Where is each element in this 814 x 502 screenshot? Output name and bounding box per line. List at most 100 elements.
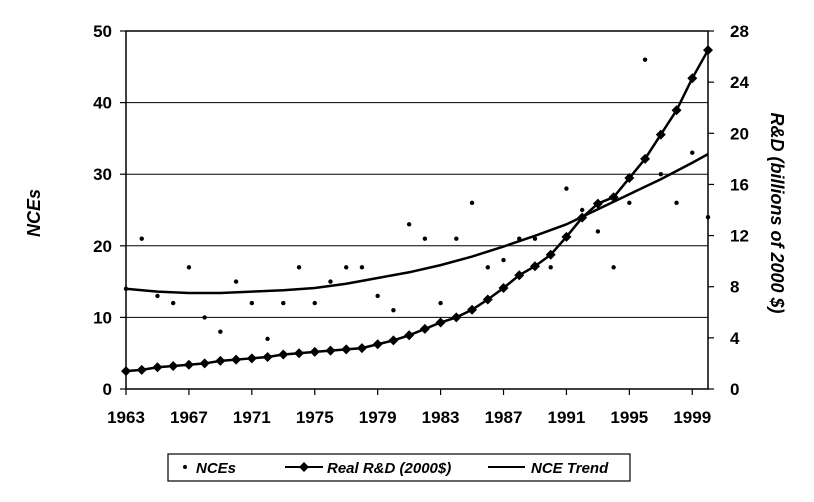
legend-label-trend: NCE Trend <box>531 460 609 477</box>
nce-point <box>312 300 317 306</box>
rd-point <box>262 352 273 363</box>
y-tick-label: 30 <box>93 165 112 184</box>
x-tick-label: 1963 <box>107 408 145 427</box>
rd-point <box>404 330 415 341</box>
y2-axis-title: R&D (billions of 2000 $) <box>767 112 787 313</box>
y2-tick-label: 8 <box>730 278 739 297</box>
nce-point <box>344 265 349 270</box>
rd-point <box>482 294 493 305</box>
legend-label-rd: Real R&D (2000$) <box>327 460 451 477</box>
nce-point <box>611 265 616 270</box>
nce-point <box>579 207 585 213</box>
rd-point <box>183 359 194 370</box>
nce-point <box>170 300 176 306</box>
rd-point <box>451 312 462 323</box>
plot-frame <box>125 30 709 390</box>
legend: NCEs Real R&D (2000$) NCE Trend <box>167 453 631 482</box>
nce-point <box>642 57 648 62</box>
x-tick-label: 1967 <box>170 408 208 427</box>
tick-labels: 0 10 20 30 40 50 0 4 8 12 16 20 24 28 1963 1967 1971 1975… <box>93 22 749 427</box>
y-axis-title: NCEs <box>24 189 44 237</box>
y-tick-label: 10 <box>93 308 112 327</box>
nce-point <box>265 336 270 342</box>
rd-point <box>624 173 635 184</box>
rd-point <box>655 129 666 140</box>
nce-point <box>469 200 475 206</box>
legend-marker-nces <box>183 465 187 469</box>
nce-point <box>674 200 679 206</box>
legend-marker-rd-diamond <box>299 462 309 472</box>
nce-point <box>391 308 396 313</box>
y2-tick-label: 4 <box>730 329 740 348</box>
y-tick-label: 40 <box>93 94 112 113</box>
y-tick-label: 20 <box>93 237 112 256</box>
nce-point <box>202 315 207 320</box>
x-tick-label: 1999 <box>673 408 711 427</box>
nce-point <box>186 265 192 270</box>
nce-point <box>595 229 601 234</box>
y2-tick-label: 24 <box>730 73 749 92</box>
nce-point <box>218 329 223 334</box>
rd-point <box>561 231 572 242</box>
nce-trend-line <box>125 153 709 295</box>
nce-point <box>532 236 538 241</box>
x-tick-label: 1991 <box>548 408 586 427</box>
rd-point <box>372 339 383 350</box>
rd-point <box>246 353 257 364</box>
plot-area <box>121 45 713 377</box>
legend-box <box>167 453 631 482</box>
legend-label-nces: NCEs <box>196 460 236 477</box>
rd-point <box>687 73 698 84</box>
rd-point <box>341 344 352 355</box>
rd-point <box>309 346 320 357</box>
y2-tick-label: 20 <box>730 124 749 143</box>
x-tick-label: 1987 <box>485 408 523 427</box>
y-tick-label: 0 <box>103 380 112 399</box>
y-tick-label: 50 <box>93 22 112 41</box>
nce-point <box>375 293 380 299</box>
nce-point <box>422 236 428 241</box>
nce-point <box>359 265 365 270</box>
nce-point <box>438 300 443 306</box>
y2-tick-label: 16 <box>730 175 749 194</box>
x-tick-label: 1971 <box>233 408 271 427</box>
x-tick-label: 1995 <box>610 408 648 427</box>
rd-point <box>545 249 556 260</box>
rd-point <box>168 360 179 371</box>
nce-point <box>155 293 160 299</box>
nce-point <box>501 257 506 263</box>
nce-point <box>690 150 695 155</box>
rd-line <box>125 49 710 373</box>
rd-point <box>231 354 242 365</box>
rd-point <box>325 345 336 356</box>
nce-point <box>406 222 412 227</box>
nce-point <box>296 265 302 270</box>
rd-point <box>671 105 682 116</box>
nce-point <box>658 172 664 177</box>
nce-point <box>281 300 286 306</box>
x-tick-label: 1983 <box>422 408 460 427</box>
rd-point <box>435 317 446 328</box>
rd-point <box>278 349 289 360</box>
rd-point <box>640 153 651 164</box>
rd-point <box>356 343 367 354</box>
nce-point <box>233 279 239 284</box>
x-tick-label: 1975 <box>296 408 334 427</box>
nce-point <box>249 300 255 306</box>
nce-point <box>139 236 144 241</box>
rd-point <box>467 304 478 315</box>
rd-point <box>419 323 430 334</box>
nce-point <box>485 265 490 270</box>
nce-point <box>627 200 632 206</box>
rd-point <box>592 198 603 209</box>
rd-point <box>498 282 509 293</box>
rd-point <box>388 335 399 346</box>
rd-point <box>514 270 525 281</box>
rd-point <box>529 261 540 272</box>
x-tick-label: 1979 <box>359 408 397 427</box>
rd-point <box>294 348 305 359</box>
rd-point <box>199 358 210 369</box>
y2-tick-label: 12 <box>730 227 749 246</box>
nce-point <box>328 279 333 284</box>
